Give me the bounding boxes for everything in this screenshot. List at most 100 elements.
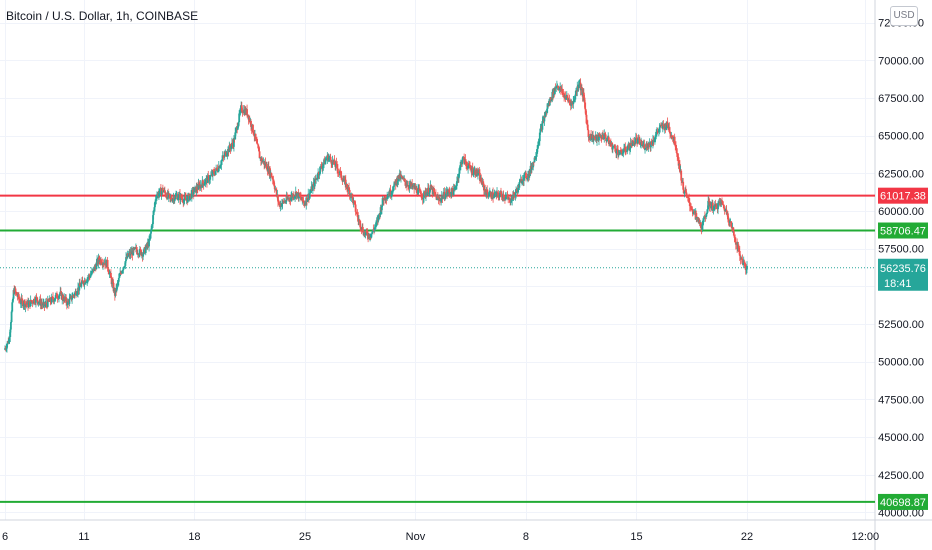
candle-body — [390, 191, 393, 195]
candle-body — [225, 155, 228, 157]
candle-body — [114, 288, 117, 296]
candle-body — [625, 151, 628, 153]
candle-body — [59, 291, 62, 294]
time-axis[interactable]: 6 11 18 25 Nov 8 15 22 12:00 — [2, 531, 879, 543]
candle-body — [459, 165, 462, 168]
candle-body — [35, 296, 38, 298]
candle-body — [85, 281, 88, 283]
candle-body — [192, 189, 195, 195]
candle-body — [177, 194, 180, 198]
candle-body — [450, 188, 453, 196]
candle-body — [87, 275, 90, 278]
candle-body — [493, 194, 496, 198]
candle-body — [685, 192, 688, 196]
horizontal-levels[interactable] — [0, 194, 875, 503]
candle-body — [163, 190, 166, 193]
candle-body — [576, 86, 579, 92]
candle-body — [371, 229, 374, 233]
candle-body — [352, 197, 354, 204]
candle-body — [574, 94, 577, 100]
candle-body — [498, 194, 501, 198]
candle-body — [151, 224, 154, 226]
candle-body — [221, 156, 224, 160]
candle-body — [36, 300, 39, 304]
candle-body — [365, 230, 368, 233]
level-price-tag — [878, 222, 928, 239]
level-price-label: 40698.87 — [880, 497, 926, 509]
candle-body — [708, 201, 711, 207]
candle-body — [223, 153, 226, 157]
candle-body — [197, 183, 200, 190]
candle-body — [170, 197, 173, 200]
candle-body — [680, 170, 683, 181]
candle-body — [226, 154, 229, 156]
candle-body — [98, 257, 100, 260]
candle-body — [486, 189, 489, 194]
candle-body — [500, 191, 502, 194]
candle-body — [328, 157, 331, 159]
candle-body — [402, 177, 405, 180]
candle-body — [318, 173, 321, 175]
candle-body — [81, 280, 83, 284]
candle-body — [520, 179, 523, 184]
candle-body — [577, 85, 580, 88]
y-tick-label: 42500.00 — [878, 470, 924, 482]
candle-body — [181, 198, 183, 199]
candle-body — [281, 200, 284, 204]
candle-body — [561, 88, 564, 94]
candle-body — [575, 90, 577, 95]
candle-body — [448, 191, 451, 195]
currency-button[interactable]: USD — [890, 6, 918, 26]
candle-body — [732, 227, 735, 232]
candle-body — [132, 248, 135, 256]
candle-body — [97, 257, 100, 264]
candle-body — [379, 207, 382, 215]
candle-body — [111, 281, 114, 283]
candle-body — [33, 299, 36, 303]
candle-body — [165, 195, 168, 197]
candle-body — [707, 200, 710, 210]
candle-body — [233, 138, 235, 147]
candle-body — [35, 296, 37, 303]
candle-body — [697, 217, 700, 222]
candle-body — [496, 191, 498, 197]
candle-body — [604, 133, 606, 135]
candle-body — [655, 131, 658, 135]
candle-body — [22, 304, 25, 307]
candle-body — [40, 303, 43, 306]
candle-body — [557, 85, 560, 89]
candle-body — [644, 148, 646, 150]
candle-body — [69, 296, 72, 299]
candle-body — [590, 138, 593, 140]
candle-body — [611, 146, 614, 150]
level-price-tag — [878, 187, 928, 204]
candle-body — [469, 168, 472, 170]
candle-body — [71, 295, 74, 298]
candle-body — [346, 183, 348, 189]
candle-body — [142, 249, 145, 255]
candle-body — [373, 227, 376, 231]
candle-body — [509, 201, 512, 203]
candle-body — [236, 126, 239, 130]
candle-body — [434, 192, 437, 195]
candle-body — [480, 177, 483, 183]
candle-body — [368, 234, 371, 238]
candle-body — [669, 132, 671, 134]
candle-body — [600, 136, 602, 139]
candle-body — [419, 190, 422, 194]
candle-body — [712, 209, 715, 211]
candle-body — [730, 226, 733, 228]
candle-body — [336, 164, 339, 169]
candle-body — [252, 124, 254, 133]
candle-body — [150, 230, 152, 234]
candle-body — [336, 168, 339, 173]
candle-body — [404, 178, 406, 182]
candle-body — [401, 177, 404, 179]
candle-body — [52, 296, 54, 300]
candle-body — [473, 170, 475, 174]
candle-body — [515, 189, 518, 194]
candle-body — [573, 100, 575, 102]
candle-body — [43, 302, 46, 306]
candle-body — [302, 197, 304, 202]
